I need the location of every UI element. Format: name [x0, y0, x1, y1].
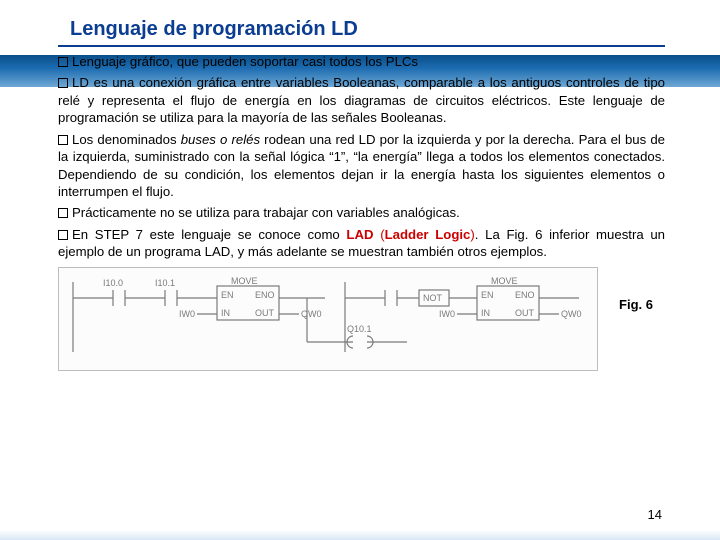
label-move-2: MOVE — [491, 276, 518, 286]
para5a-text: En STEP 7 este lenguaje se conoce como — [72, 227, 346, 242]
label-en-2: EN — [481, 290, 494, 300]
label-q10-1: Q10.1 — [347, 324, 372, 334]
paragraph-4: Prácticamente no se utiliza para trabaja… — [58, 204, 665, 221]
bullet-icon — [58, 208, 68, 218]
para3b-text: buses o relés — [181, 132, 260, 147]
bullet-icon — [58, 78, 68, 88]
content-area: Lenguaje gráfico, que pueden soportar ca… — [0, 47, 720, 261]
paragraph-2: LD es una conexión gráfica entre variabl… — [58, 74, 665, 126]
bullet-icon — [58, 57, 68, 67]
label-not: NOT — [423, 293, 443, 303]
footer-gradient — [0, 530, 720, 540]
label-out-2: OUT — [515, 308, 535, 318]
label-out-1: OUT — [255, 308, 275, 318]
label-iw0-2: IW0 — [439, 309, 455, 319]
para4-text: Prácticamente no se utiliza para trabaja… — [72, 205, 460, 220]
page-title: Lenguaje de programación LD — [0, 0, 720, 45]
para2-text: LD es una conexión gráfica entre variabl… — [58, 75, 665, 125]
para1-text: Lenguaje gráfico, que pueden soportar ca… — [72, 54, 418, 69]
paragraph-3: Los denominados buses o relés rodean una… — [58, 131, 665, 201]
label-I10-0: I10.0 — [103, 278, 123, 288]
label-move-1: MOVE — [231, 276, 258, 286]
ladder-diagram: I10.0 I10.1 MOVE EN ENO IN OUT IW0 QW — [58, 267, 598, 371]
page-number: 14 — [648, 507, 662, 522]
figure-label: Fig. 6 — [619, 297, 653, 312]
paragraph-5: En STEP 7 este lenguaje se conoce como L… — [58, 226, 665, 261]
label-qw0-1: QW0 — [301, 309, 322, 319]
label-in-1: IN — [221, 308, 230, 318]
paragraph-1: Lenguaje gráfico, que pueden soportar ca… — [58, 53, 665, 70]
bullet-icon — [58, 230, 68, 240]
diagram-wrapper: I10.0 I10.1 MOVE EN ENO IN OUT IW0 QW — [58, 267, 665, 371]
bullet-icon — [58, 135, 68, 145]
ladder-svg: I10.0 I10.1 MOVE EN ENO IN OUT IW0 QW — [67, 274, 587, 356]
para3a-text: Los denominados — [72, 132, 181, 147]
para5d-text: Ladder Logic — [385, 227, 471, 242]
label-I10-1: I10.1 — [155, 278, 175, 288]
label-in-2: IN — [481, 308, 490, 318]
label-en-1: EN — [221, 290, 234, 300]
label-eno-2: ENO — [515, 290, 535, 300]
label-qw0-2: QW0 — [561, 309, 582, 319]
label-iw0-1: IW0 — [179, 309, 195, 319]
para5c-text: ( — [374, 227, 385, 242]
label-eno-1: ENO — [255, 290, 275, 300]
para5b-text: LAD — [346, 227, 373, 242]
